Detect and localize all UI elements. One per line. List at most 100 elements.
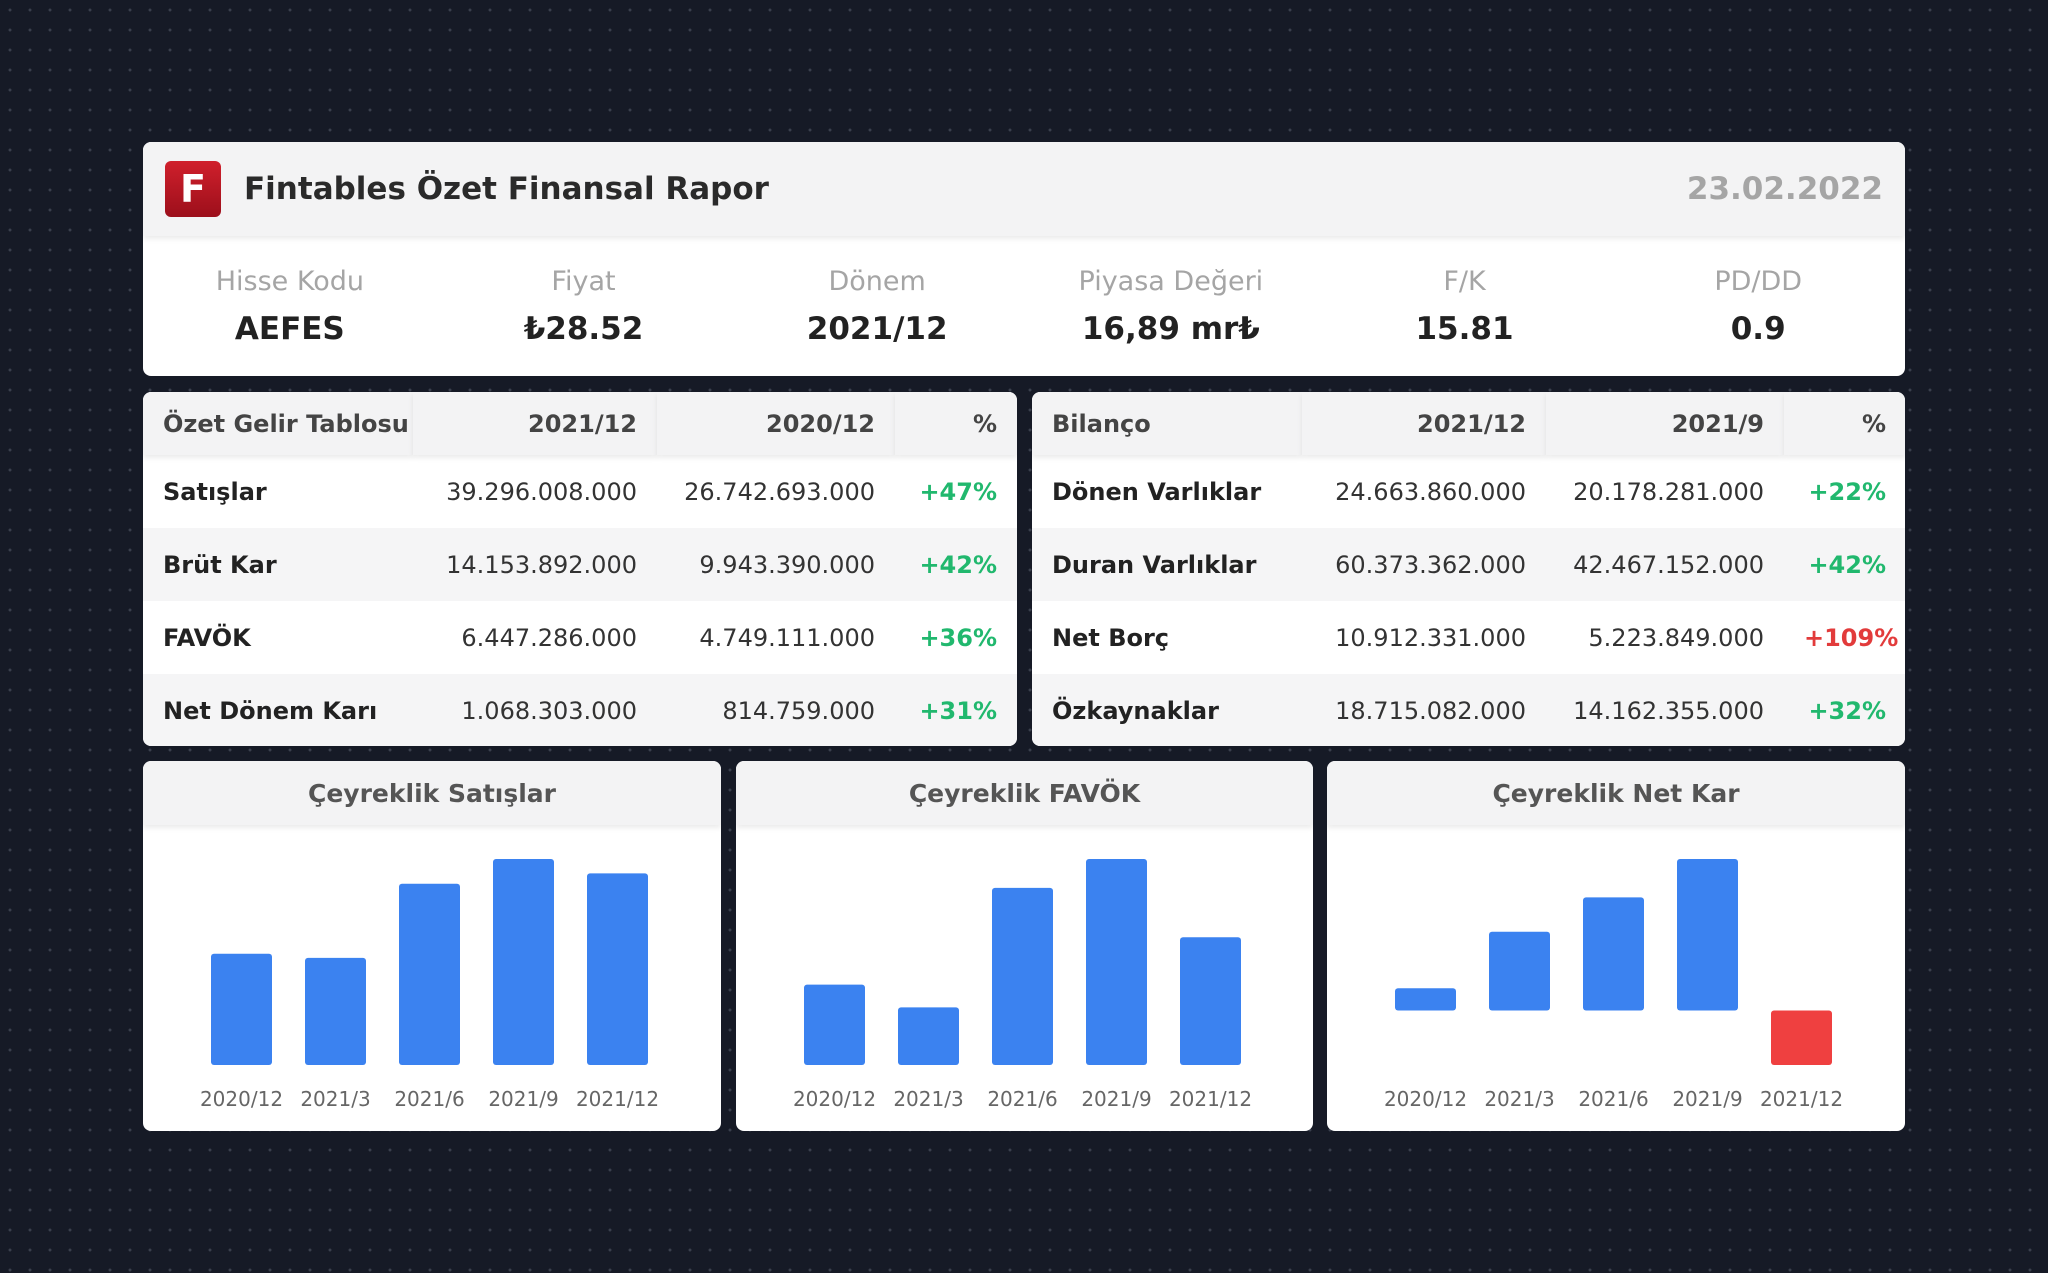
x-tick-label: 2021/3 <box>300 1087 370 1111</box>
cell-previous: 9.943.390.000 <box>657 528 895 601</box>
chart-title: Çeyreklik FAVÖK <box>736 761 1313 825</box>
x-tick-label: 2020/12 <box>793 1087 876 1111</box>
cell-previous: 14.162.355.000 <box>1546 674 1784 746</box>
bar-2021/12 <box>1180 937 1241 1065</box>
x-tick-label: 2021/3 <box>1484 1087 1554 1111</box>
cell-change: +31% <box>895 674 1017 746</box>
metric-stock-code: Hisse Kodu AEFES <box>143 266 437 347</box>
income-statement-table: Özet Gelir Tablosu 2021/12 2020/12 % Sat… <box>143 392 1017 746</box>
metric-value: 2021/12 <box>806 310 948 347</box>
x-tick-label: 2021/12 <box>1169 1087 1252 1111</box>
column-header: 2021/9 <box>1546 392 1784 455</box>
cell-current: 18.715.082.000 <box>1302 674 1546 746</box>
chart-title: Çeyreklik Satışlar <box>143 761 721 825</box>
cell-current: 24.663.860.000 <box>1335 477 1526 506</box>
x-tick-label: 2021/3 <box>893 1087 963 1111</box>
table-header-row: Bilanço 2021/12 2021/9 % <box>1032 392 1905 455</box>
column-header: Bilanço <box>1032 392 1302 455</box>
column-header: % <box>895 392 1017 455</box>
quarterly-net-profit-card: Çeyreklik Net Kar 2020/12 2021/3 2021/6 202… <box>1327 761 1905 1131</box>
bar-2021/3 <box>898 1007 959 1065</box>
metric-value: AEFES <box>234 310 345 347</box>
cell-current: 10.912.331.000 <box>1335 623 1526 652</box>
metric-label: Piyasa Değeri <box>1078 265 1264 297</box>
metric-period: Dönem 2021/12 <box>730 266 1024 347</box>
table-header-row: Özet Gelir Tablosu 2021/12 2020/12 % <box>143 392 1017 455</box>
row-label: Net Borç <box>1052 623 1170 652</box>
balance-sheet-card: Bilanço 2021/12 2021/9 % Dönen Varlıklar… <box>1032 392 1905 746</box>
x-tick-label: 2021/6 <box>1578 1087 1648 1111</box>
column-header: 2021/12 <box>1302 392 1546 455</box>
bar-2021/12 <box>1771 1010 1832 1065</box>
cell-change: +22% <box>1808 477 1886 506</box>
table-row: Dönen Varlıklar 24.663.860.000 20.178.28… <box>1032 455 1905 528</box>
metric-label: Dönem <box>828 265 926 297</box>
cell-previous: 20.178.281.000 <box>1573 477 1764 506</box>
income-statement-card: Özet Gelir Tablosu 2021/12 2020/12 % Sat… <box>143 392 1017 746</box>
quarterly-sales-card: Çeyreklik Satışlar 2020/12 2021/3 2021/6 20… <box>143 761 721 1131</box>
balance-sheet-table: Bilanço 2021/12 2021/9 % Dönen Varlıklar… <box>1032 392 1905 746</box>
metric-label: Hisse Kodu <box>215 265 364 297</box>
cell-change: +36% <box>919 623 997 652</box>
x-tick-label: 2020/12 <box>1384 1087 1467 1111</box>
cell-previous: 4.749.111.000 <box>699 623 875 652</box>
bar-2021/6 <box>992 887 1053 1065</box>
x-tick-label: 2021/9 <box>1672 1087 1742 1111</box>
bar-2020/12 <box>211 953 272 1065</box>
row-label: FAVÖK <box>163 623 251 652</box>
metrics-row: Hisse Kodu AEFES Fiyat ₺28.52 Dönem 2021… <box>143 236 1905 376</box>
cell-current: 60.373.362.000 <box>1302 528 1546 601</box>
bar-2020/12 <box>1395 988 1456 1011</box>
cell-previous: 814.759.000 <box>657 674 895 746</box>
cell-previous: 42.467.152.000 <box>1546 528 1784 601</box>
cell-current: 39.296.008.000 <box>446 477 637 506</box>
metric-value: 0.9 <box>1730 310 1786 347</box>
metric-value: 15.81 <box>1415 310 1514 347</box>
bar-2021/6 <box>1583 897 1644 1011</box>
bar-2020/12 <box>804 984 865 1065</box>
table-row: Özkaynaklar 18.715.082.000 14.162.355.00… <box>1032 674 1905 746</box>
table-row: Brüt Kar 14.153.892.000 9.943.390.000 +4… <box>143 528 1017 601</box>
cell-change: +42% <box>1784 528 1905 601</box>
bar-2021/6 <box>399 883 460 1065</box>
row-label: Brüt Kar <box>143 528 413 601</box>
cell-change: +32% <box>1784 674 1905 746</box>
cell-current: 1.068.303.000 <box>413 674 657 746</box>
table-row: Net Dönem Karı 1.068.303.000 814.759.000… <box>143 674 1017 746</box>
x-tick-label: 2021/12 <box>1760 1087 1843 1111</box>
x-tick-label: 2021/6 <box>987 1087 1057 1111</box>
chart-title: Çeyreklik Net Kar <box>1327 761 1905 825</box>
metric-price: Fiyat ₺28.52 <box>437 266 731 347</box>
column-header: 2020/12 <box>657 392 895 455</box>
cell-previous: 26.742.693.000 <box>684 477 875 506</box>
report-title: Fintables Özet Finansal Rapor <box>244 171 769 207</box>
quarterly-ebitda-chart: 2020/12 2021/3 2021/6 2021/9 2021/12 <box>793 859 1252 1111</box>
metric-value: 16,89 mr₺ <box>1081 310 1260 347</box>
bar-2021/9 <box>1086 859 1147 1065</box>
cell-change: +42% <box>895 528 1017 601</box>
report-date: 23.02.2022 <box>1686 171 1883 207</box>
table-row: FAVÖK 6.447.286.000 4.749.111.000 +36% <box>143 601 1017 674</box>
column-header: Özet Gelir Tablosu <box>143 392 413 455</box>
metric-pb: PD/DD 0.9 <box>1611 266 1905 347</box>
row-label: Dönen Varlıklar <box>1052 477 1262 506</box>
cell-current: 6.447.286.000 <box>461 623 637 652</box>
cell-change: +47% <box>919 477 997 506</box>
row-label: Özkaynaklar <box>1032 674 1302 746</box>
cell-change: +109% <box>1804 623 1899 652</box>
summary-card: F Fintables Özet Finansal Rapor 23.02.20… <box>143 142 1905 376</box>
metric-label: F/K <box>1443 265 1486 297</box>
x-tick-label: 2021/9 <box>1081 1087 1151 1111</box>
row-label: Net Dönem Karı <box>143 674 413 746</box>
column-header: 2021/12 <box>413 392 657 455</box>
metric-value: ₺28.52 <box>523 310 644 347</box>
bar-2021/3 <box>1489 931 1550 1011</box>
row-label: Satışlar <box>163 477 267 506</box>
report-header: F Fintables Özet Finansal Rapor 23.02.20… <box>143 142 1905 236</box>
quarterly-ebitda-card: Çeyreklik FAVÖK 2020/12 2021/3 2021/6 2021/… <box>736 761 1313 1131</box>
x-tick-label: 2021/9 <box>488 1087 558 1111</box>
bar-2021/9 <box>1677 859 1738 1011</box>
x-tick-label: 2021/12 <box>576 1087 659 1111</box>
quarterly-net-profit-chart: 2020/12 2021/3 2021/6 2021/9 2021/12 <box>1384 859 1843 1111</box>
bar-2021/9 <box>493 859 554 1065</box>
